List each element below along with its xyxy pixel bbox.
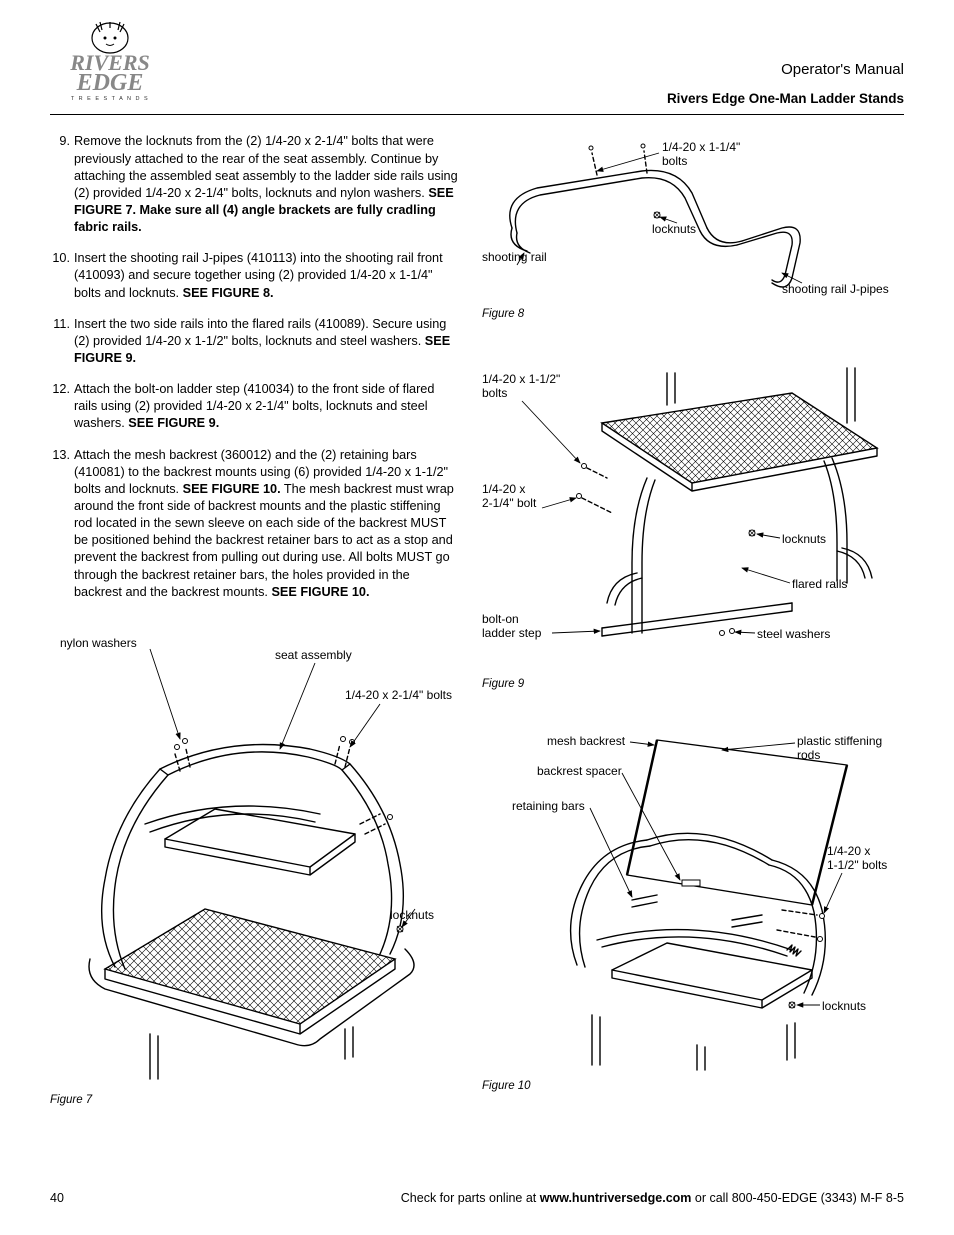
fig9-label-flared-rails: flared rails (792, 577, 847, 591)
instruction-list: 9. Remove the locknuts from the (2) 1/4-… (50, 133, 460, 600)
manual-title: Operator's Manual (667, 60, 904, 80)
figure-9-caption: Figure 9 (482, 677, 904, 693)
step-9: 9. Remove the locknuts from the (2) 1/4-… (50, 133, 460, 236)
fig9-label-steel-washers: steel washers (757, 627, 830, 641)
fig10-label-plastic-rods: plastic stiffeningrods (797, 734, 882, 762)
fig9-label-locknuts: locknuts (782, 532, 826, 546)
fig10-label-retaining-bars: retaining bars (512, 799, 585, 813)
page-number: 40 (50, 1190, 64, 1207)
product-title: Rivers Edge One-Man Ladder Stands (667, 90, 904, 108)
fig9-label-bolts-a: 1/4-20 x 1-1/2"bolts (482, 372, 560, 400)
fig10-label-bolts: 1/4-20 x1-1/2" bolts (827, 844, 887, 872)
figure-7: nylon washers seat assembly 1/4-20 x 2-1… (50, 629, 460, 1109)
fig8-label-bolts: 1/4-20 x 1-1/4"bolts (662, 140, 740, 168)
figure-7-caption: Figure 7 (50, 1093, 460, 1109)
step-12: 12. Attach the bolt-on ladder step (4100… (50, 381, 460, 432)
page-footer: 40 Check for parts online at www.huntriv… (50, 1190, 904, 1207)
fig7-label-nylon-washers: nylon washers (60, 636, 137, 650)
fig7-label-locknuts: locknuts (390, 908, 434, 922)
step-11: 11. Insert the two side rails into the f… (50, 316, 460, 367)
fig8-label-jpipes: shooting rail J-pipes (782, 282, 889, 296)
fig7-label-bolts: 1/4-20 x 2-1/4" bolts (345, 688, 452, 702)
figure-8: 1/4-20 x 1-1/4"bolts locknuts shooting r… (482, 133, 904, 323)
fig10-label-backrest-spacer: backrest spacer (537, 764, 622, 778)
figure-10-caption: Figure 10 (482, 1079, 904, 1095)
fig8-label-locknuts: locknuts (652, 222, 696, 236)
fig8-label-shooting-rail: shooting rail (482, 250, 547, 264)
fig7-label-seat-assembly: seat assembly (275, 648, 352, 662)
step-13: 13. Attach the mesh backrest (360012) an… (50, 447, 460, 601)
footer-text: Check for parts online at www.huntrivers… (401, 1190, 904, 1207)
fig10-label-locknuts: locknuts (822, 999, 866, 1013)
page-header: RIVERS EDGE T R E E S T A N D S Operator… (50, 20, 904, 115)
fig9-label-bolts-b: 1/4-20 x2-1/4" bolt (482, 482, 537, 510)
figure-9: 1/4-20 x 1-1/2"bolts 1/4-20 x2-1/4" bolt… (482, 353, 904, 693)
figure-10: mesh backrest backrest spacer retaining … (482, 715, 904, 1095)
logo-tag: T R E E S T A N D S (71, 96, 149, 102)
brand-logo: RIVERS EDGE T R E E S T A N D S (50, 20, 170, 105)
fig9-label-bolt-on-step: bolt-onladder step (482, 612, 542, 640)
fig10-label-mesh-backrest: mesh backrest (547, 734, 626, 748)
logo-line2: EDGE (76, 70, 144, 96)
figure-8-caption: Figure 8 (482, 307, 904, 323)
step-10: 10. Insert the shooting rail J-pipes (41… (50, 250, 460, 301)
